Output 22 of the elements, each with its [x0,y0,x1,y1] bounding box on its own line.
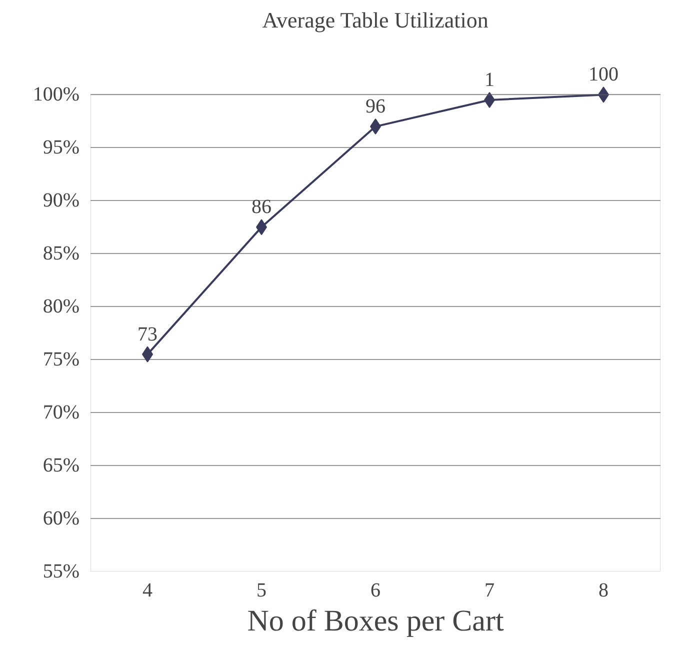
annotation: 73 [138,323,158,346]
annotation: 86 [252,196,272,218]
x-tick-label: 8 [598,580,608,602]
y-tick-label: 60% [42,508,80,530]
annotation: 1 [484,69,494,92]
y-tick-label: 70% [42,402,80,424]
chart-title: Average Table Utilization [262,8,488,32]
y-tick-label: 85% [42,242,80,265]
y-tick-label: 75% [42,348,80,371]
y-tick-label: 80% [42,296,80,318]
x-tick-label: 6 [370,580,380,602]
y-tick-label: 100% [32,84,80,106]
y-tick-label: 65% [42,454,80,477]
y-tick-label: 90% [42,190,80,212]
x-tick-label: 5 [256,580,266,602]
x-tick-label: 7 [484,580,494,602]
x-axis-title: No of Boxes per Cart [247,604,504,638]
x-tick-label: 4 [142,580,152,602]
y-tick-label: 55% [42,560,80,582]
annotation: 100 [588,64,618,86]
y-tick-label: 95% [42,136,80,159]
annotation: 96 [366,96,386,118]
